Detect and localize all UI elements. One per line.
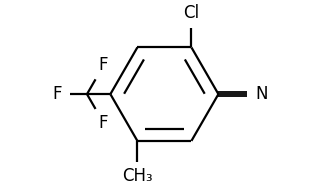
- Text: F: F: [99, 56, 108, 74]
- Text: N: N: [255, 85, 268, 103]
- Text: F: F: [53, 85, 62, 103]
- Text: CH₃: CH₃: [122, 167, 153, 185]
- Text: F: F: [99, 114, 108, 132]
- Text: Cl: Cl: [183, 4, 199, 22]
